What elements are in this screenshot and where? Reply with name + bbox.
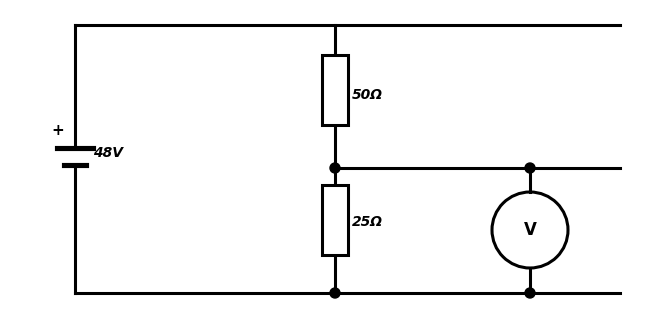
Bar — [322, 55, 348, 125]
Bar — [322, 185, 348, 255]
Text: 25Ω: 25Ω — [352, 215, 383, 229]
Text: 48V: 48V — [93, 146, 123, 160]
Circle shape — [330, 288, 340, 298]
Text: 50Ω: 50Ω — [352, 88, 383, 102]
Circle shape — [525, 288, 535, 298]
Circle shape — [330, 163, 340, 173]
Text: V: V — [523, 221, 536, 239]
Text: |: | — [73, 185, 77, 196]
Text: +: + — [51, 123, 64, 138]
Circle shape — [525, 163, 535, 173]
